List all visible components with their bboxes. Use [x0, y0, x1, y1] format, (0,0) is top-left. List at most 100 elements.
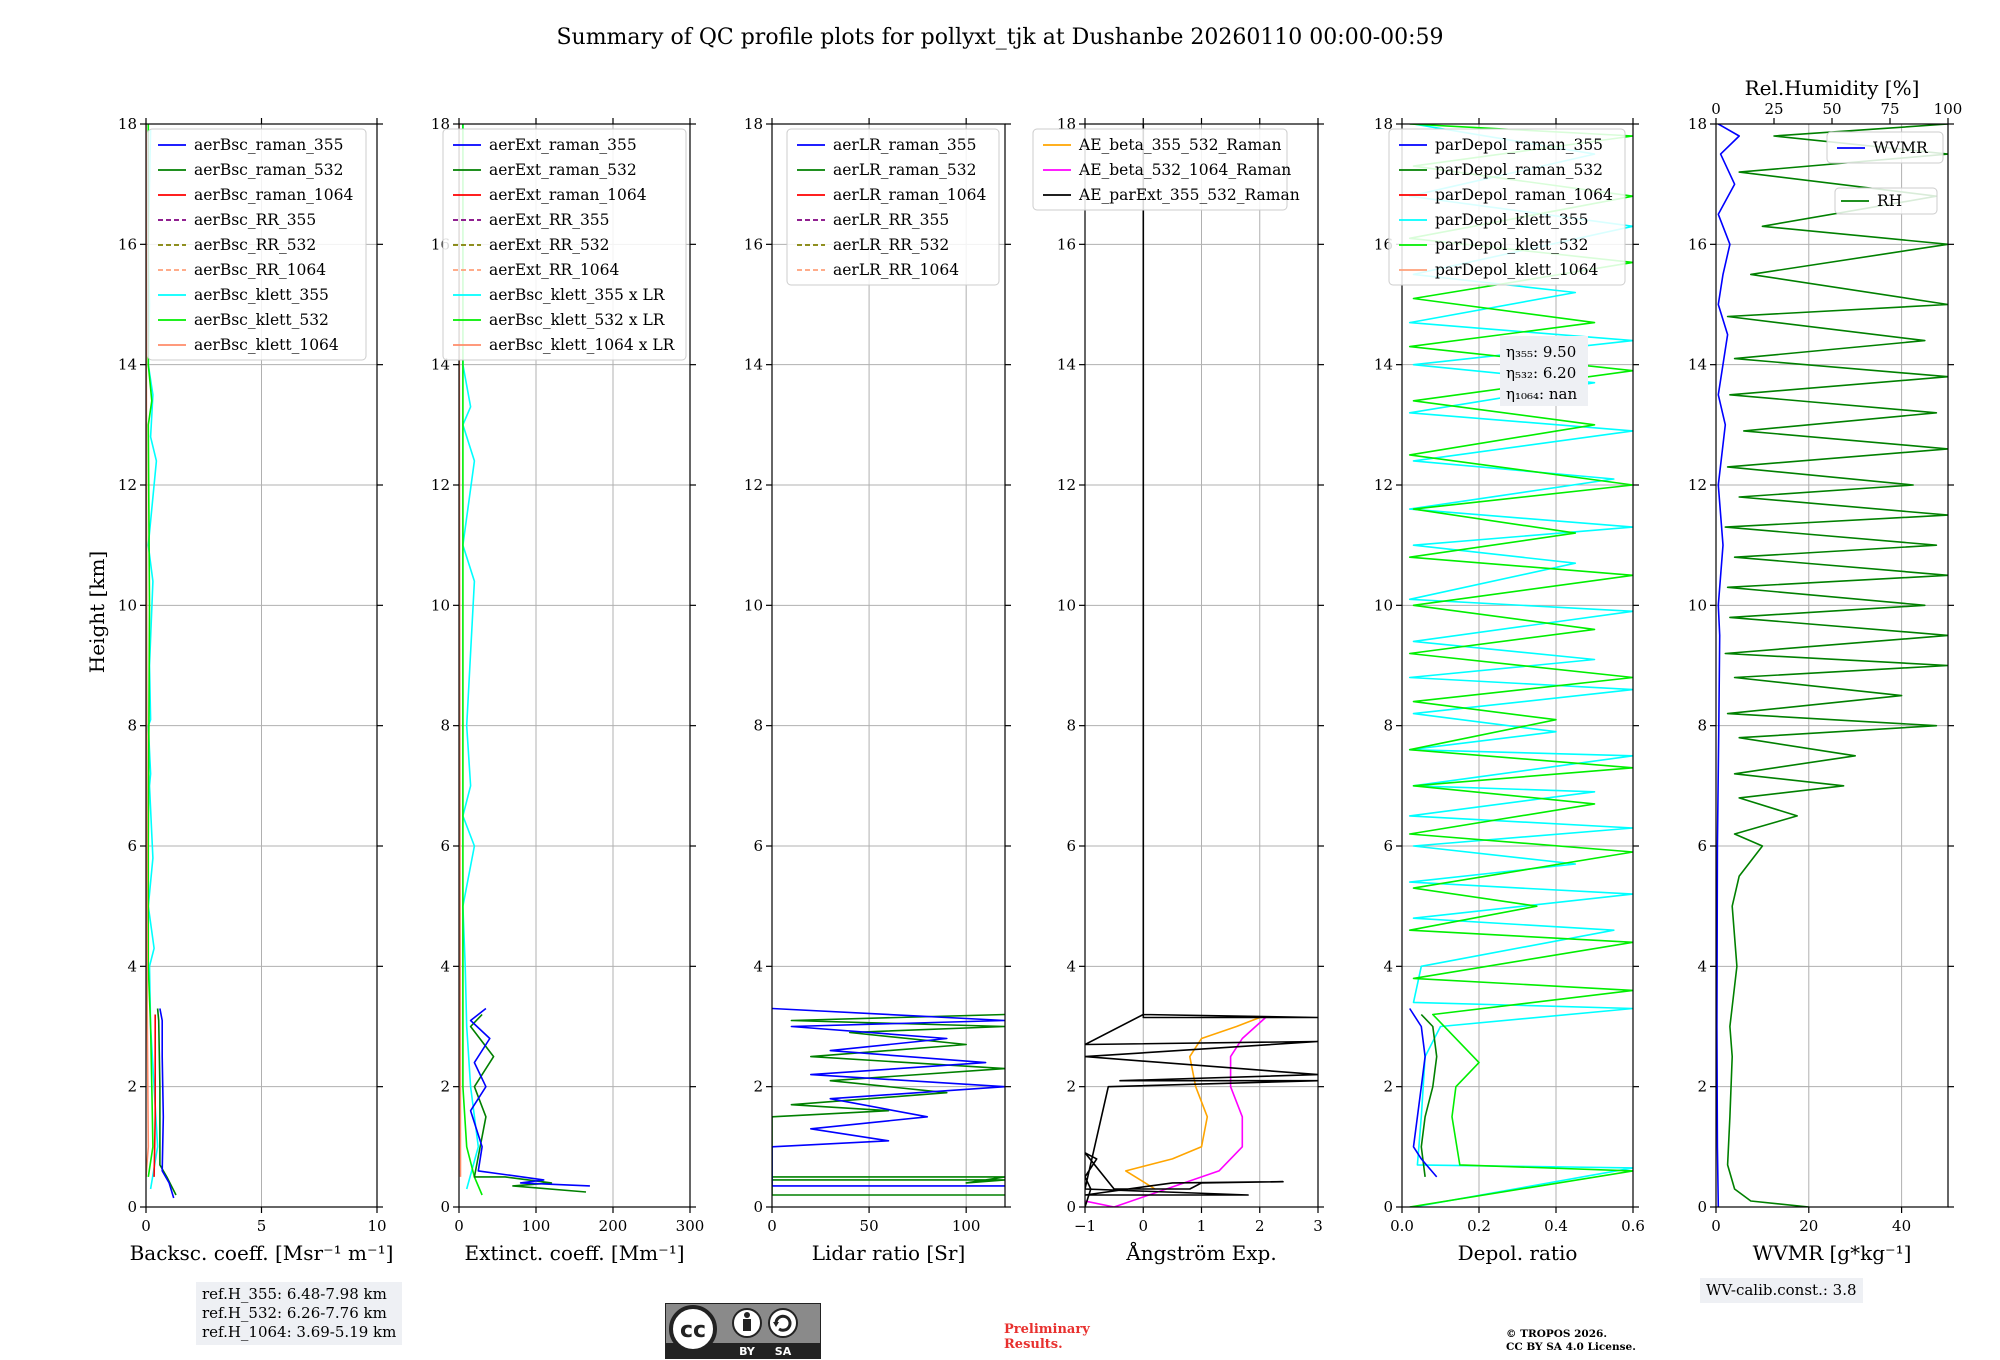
wv-calib-const: WV-calib.const.: 3.8	[1706, 1281, 1857, 1299]
y-tick-label: 2	[1066, 1078, 1076, 1096]
legend-entry: parDepol_raman_355	[1435, 136, 1603, 154]
series-aerbsc-klett-532-x-lr	[462, 124, 483, 1196]
y-tick-label: 2	[127, 1078, 137, 1096]
y-tick-label: 8	[1383, 717, 1393, 735]
legend-entry: aerLR_raman_1064	[833, 186, 986, 204]
x-tick-label: 20	[1799, 1217, 1818, 1235]
copyright-note: © TROPOS 2026. CC BY SA 4.0 License.	[1506, 1328, 1636, 1354]
legend-entry: RH	[1877, 192, 1902, 210]
legend-rh: RH	[1834, 187, 1938, 215]
legend-entry: aerBsc_RR_355	[194, 211, 316, 229]
top-x-tick-label: 75	[1880, 100, 1899, 118]
x-tick-label: 10	[367, 1217, 386, 1235]
legend-entry: aerBsc_raman_532	[194, 161, 344, 179]
x-tick-label: 0	[1138, 1217, 1148, 1235]
copyright-line-2: CC BY SA 4.0 License.	[1506, 1341, 1636, 1353]
y-tick-label: 10	[1374, 596, 1393, 614]
y-tick-label: 6	[1383, 837, 1393, 855]
x-tick-label: 2	[1255, 1217, 1265, 1235]
y-tick-label: 6	[127, 837, 137, 855]
legend-entry: aerLR_raman_532	[833, 161, 976, 179]
axes-frame	[458, 123, 691, 1208]
y-tick-label: 12	[1688, 476, 1707, 494]
x-tick-label: 0	[141, 1217, 151, 1235]
axes-frame	[1401, 123, 1634, 1208]
y-tick-label: 6	[753, 837, 763, 855]
legend-extinction: aerExt_raman_355 aerExt_raman_532 aerExt_r…	[442, 128, 687, 361]
legend-entry: aerBsc_klett_1064 x LR	[489, 336, 676, 354]
legend-entry: aerBsc_RR_1064	[194, 261, 326, 279]
legend-backscatter: aerBsc_raman_355 aerBsc_raman_532 aerBsc_r…	[147, 128, 367, 361]
ref-height-355: ref.H_355: 6.48-7.98 km	[202, 1285, 387, 1303]
top-x-tick-label: 50	[1822, 100, 1841, 118]
y-tick-label: 0	[127, 1198, 137, 1216]
x-tick-label: 50	[860, 1217, 879, 1235]
series-pardepol-klett-532	[1408, 124, 1633, 1207]
legend-angstrom: AE_beta_355_532_Raman AE_beta_532_1064_Ra…	[1032, 128, 1300, 211]
top-x-axis-label: Rel.Humidity [%]	[1745, 76, 1920, 100]
y-tick-label: 4	[753, 957, 763, 975]
y-tick-label: 8	[1697, 717, 1707, 735]
cc-by-sa-license-badge: cc BY SA	[665, 1303, 821, 1359]
series-aerlr-raman-355	[772, 1007, 1005, 1187]
y-tick-label: 16	[1688, 235, 1707, 253]
series-aerbsc-klett-355-x-lr	[462, 124, 480, 1190]
legend-entry: AE_parExt_355_532_Raman	[1078, 186, 1300, 204]
y-tick-label: 0	[753, 1198, 763, 1216]
x-axis-label: WVMR [g*kg⁻¹]	[1753, 1241, 1912, 1265]
y-tick-label: 4	[440, 957, 450, 975]
x-tick-label: 1	[1197, 1217, 1207, 1235]
legend-entry: parDepol_raman_532	[1435, 161, 1603, 179]
top-x-tick-label: 100	[1934, 100, 1963, 118]
legend-entry: parDepol_klett_532	[1435, 236, 1588, 254]
legend-entry: aerBsc_raman_355	[194, 136, 344, 154]
y-tick-label: 18	[1688, 115, 1707, 133]
y-tick-label: 8	[753, 717, 763, 735]
y-tick-label: 6	[440, 837, 450, 855]
x-tick-label: 0	[454, 1217, 464, 1235]
legend-entry: aerBsc_klett_532 x LR	[489, 311, 666, 329]
y-tick-label: 8	[1066, 717, 1076, 735]
y-tick-label: 18	[118, 115, 137, 133]
series-ae-beta-355-532-raman	[1125, 1016, 1261, 1190]
y-tick-label: 10	[431, 596, 450, 614]
cc-icon	[669, 1305, 717, 1353]
y-tick-label: 16	[744, 235, 763, 253]
x-tick-label: 0	[1711, 1217, 1721, 1235]
y-tick-label: 14	[431, 356, 450, 374]
panel-backscatter: 0 2 4 6 8 10 12 14 16 18 0 5 10 Backsc. coeff. [Msr⁻¹…	[118, 115, 393, 1265]
legend-entry: aerLR_RR_1064	[833, 261, 959, 279]
legend-entry: aerExt_raman_355	[489, 136, 637, 154]
series-aerbsc-raman-355	[159, 1008, 175, 1199]
legend-entry: parDepol_raman_1064	[1435, 186, 1613, 204]
legend-entry: aerLR_raman_355	[833, 136, 976, 154]
x-tick-label: 0.2	[1467, 1217, 1491, 1235]
sa-share-alike-icon	[768, 1308, 798, 1338]
y-tick-label: 10	[1057, 596, 1076, 614]
x-tick-label: 300	[676, 1217, 705, 1235]
y-tick-label: 14	[118, 356, 137, 374]
legend-entry: aerExt_RR_1064	[489, 261, 620, 279]
legend-entry: AE_beta_355_532_Raman	[1078, 136, 1281, 154]
y-tick-label: 0	[1383, 1198, 1393, 1216]
legend-entry: aerExt_raman_1064	[489, 186, 647, 204]
y-tick-label: 12	[1057, 476, 1076, 494]
series-aerext-raman-532	[469, 1013, 587, 1193]
legend-lidar_ratio: aerLR_raman_355 aerLR_raman_532 aerLR_rama…	[786, 128, 1000, 286]
y-tick-label: 18	[1374, 115, 1393, 133]
preliminary-line-2: Results.	[1004, 1337, 1063, 1352]
x-tick-label: 100	[522, 1217, 551, 1235]
legend-entry: aerBsc_RR_532	[194, 236, 316, 254]
legend-wvmr: WVMR	[1826, 131, 1944, 164]
y-tick-label: 12	[431, 476, 450, 494]
y-tick-label: 14	[744, 356, 763, 374]
panel-depol: 0 2 4 6 8 10 12 14 16 18 0.0 0.2 0.4 0.6 Depol. ratio p…	[1374, 115, 1645, 1265]
top-x-tick-label: 0	[1711, 100, 1721, 118]
y-tick-label: 10	[118, 596, 137, 614]
x-tick-label: −1	[1074, 1217, 1096, 1235]
series-aerext-raman-355	[469, 1007, 590, 1187]
legend-entry: aerExt_raman_532	[489, 161, 637, 179]
legend-entry: aerBsc_klett_355 x LR	[489, 286, 666, 304]
sa-label: SA	[775, 1345, 792, 1358]
